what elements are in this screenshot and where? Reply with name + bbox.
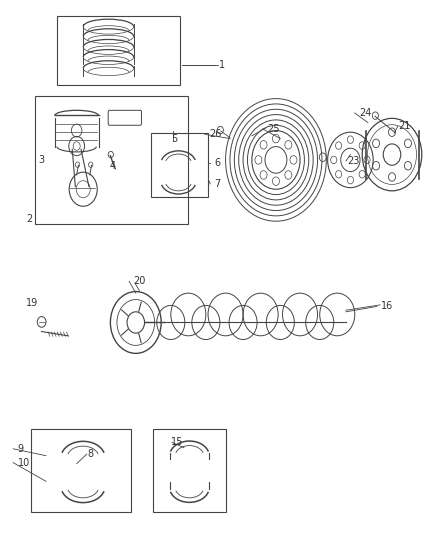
Text: 24: 24	[359, 108, 371, 118]
Text: 19: 19	[26, 298, 39, 308]
Text: 4: 4	[110, 161, 116, 171]
Text: 23: 23	[347, 156, 359, 166]
Bar	[35, 96, 188, 224]
Bar	[31, 429, 131, 512]
Text: 1: 1	[219, 60, 225, 70]
Bar	[151, 133, 208, 197]
Text: 10: 10	[18, 458, 30, 467]
Text: 26: 26	[209, 130, 222, 139]
Text: 16: 16	[381, 302, 393, 311]
Text: 5: 5	[171, 134, 177, 143]
Text: 3: 3	[39, 155, 45, 165]
Bar	[57, 16, 180, 85]
Text: 7: 7	[215, 179, 221, 189]
Text: 15: 15	[171, 438, 183, 447]
Text: 6: 6	[215, 158, 221, 167]
Bar	[153, 429, 226, 512]
Text: 2: 2	[26, 214, 32, 223]
Text: 21: 21	[399, 122, 411, 131]
Text: 20: 20	[134, 277, 146, 286]
Text: 25: 25	[267, 124, 280, 134]
Text: 9: 9	[18, 444, 24, 454]
Text: 8: 8	[88, 449, 94, 459]
